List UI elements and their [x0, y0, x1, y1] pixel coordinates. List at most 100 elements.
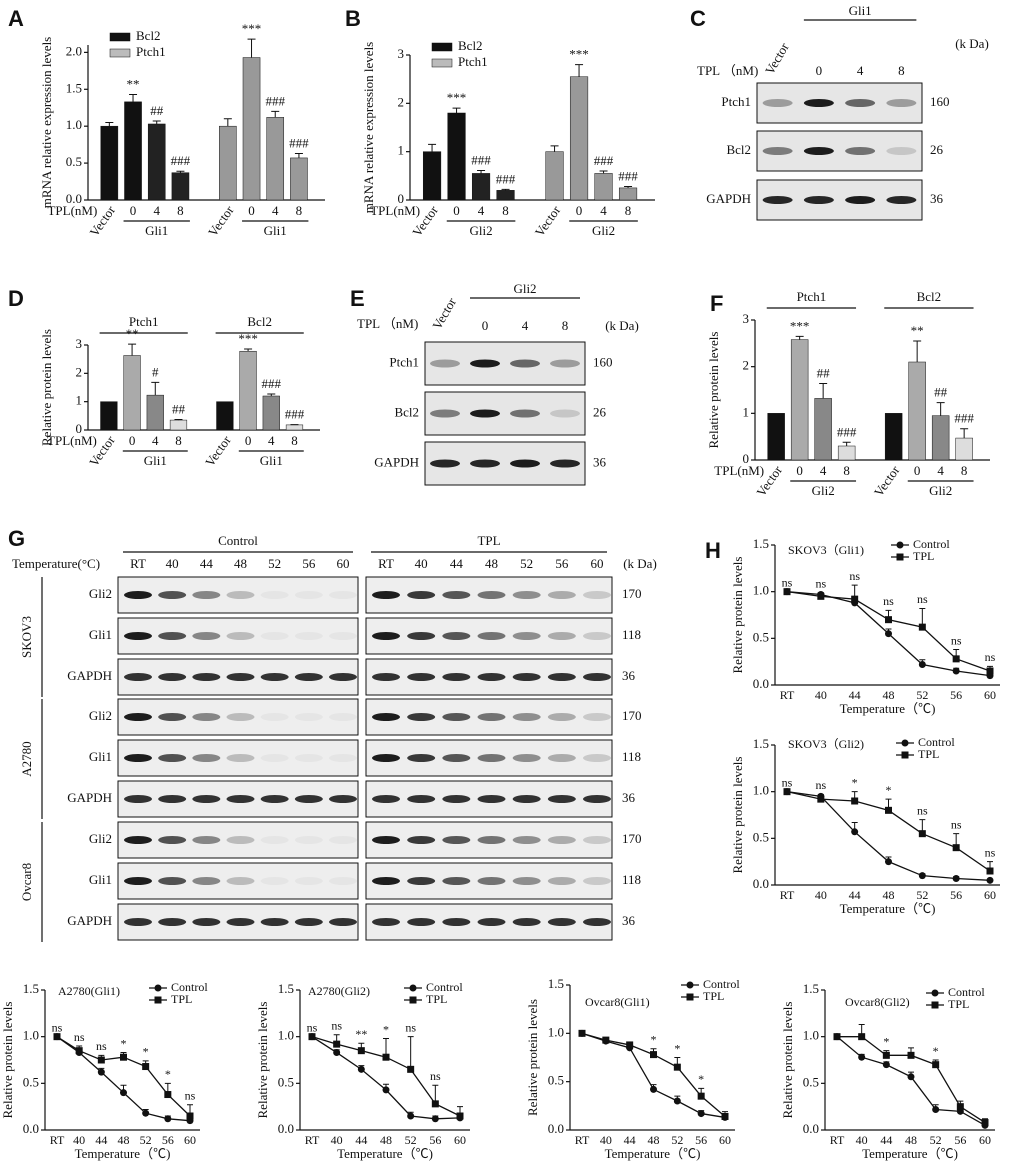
x-tick-label: 48: [118, 1133, 130, 1147]
blot-band: [407, 754, 436, 762]
x-tick-label: 52: [916, 888, 928, 902]
blot-band: [510, 459, 540, 468]
marker: [885, 858, 892, 866]
blot-band: [512, 673, 541, 681]
x-tick-label: 56: [954, 1133, 966, 1147]
treatment-label: TPL （nM): [357, 316, 418, 331]
error-bar: [176, 170, 185, 173]
x-tick-label: 60: [984, 888, 996, 902]
blot-band: [372, 713, 400, 721]
y-tick-label: 3: [398, 46, 405, 61]
error-bar: [452, 107, 461, 113]
x-tick-label: 52: [140, 1133, 152, 1147]
blot-band: [124, 632, 152, 640]
chart-title: Ovcar8(Gli1): [585, 995, 650, 1009]
blot-band: [803, 99, 834, 107]
chart-title: A2780(Gli1): [58, 984, 120, 998]
blot-band: [226, 754, 255, 762]
blot-band: [512, 918, 541, 926]
marker: [901, 751, 909, 759]
significance-label: ###: [954, 411, 974, 426]
marker: [896, 541, 904, 549]
bar: [262, 395, 280, 431]
blot-band: [407, 795, 436, 803]
lane-label: Vector: [762, 40, 792, 77]
blot-band: [294, 754, 323, 762]
marker: [409, 984, 417, 992]
blot-band: [886, 99, 917, 107]
significance-label: ns: [96, 1039, 107, 1053]
kda-label: 36: [622, 913, 636, 928]
x-tick-label: Vector: [871, 462, 903, 499]
x-tick-label: 4: [600, 203, 607, 218]
x-tick-label: 44: [849, 888, 861, 902]
marker: [931, 989, 939, 997]
x-tick-label: 48: [380, 1133, 392, 1147]
error-bar: [550, 145, 559, 152]
error-bar: [624, 185, 633, 188]
marker: [382, 1053, 390, 1061]
legend-label: Control: [426, 980, 463, 994]
significance-label: ###: [496, 171, 516, 186]
x-tick-label: RT: [780, 888, 795, 902]
marker: [75, 1047, 83, 1055]
blot-band: [886, 196, 917, 204]
lane-label: 60: [591, 556, 604, 571]
y-tick-label: 1.5: [66, 80, 82, 95]
blot-band: [762, 196, 793, 204]
significance-label: ns: [74, 1030, 85, 1044]
blot-band: [294, 713, 323, 721]
blot-band: [124, 795, 152, 803]
y-tick-label: 1.0: [548, 1024, 564, 1039]
lane-label: 40: [415, 556, 428, 571]
lane-label: 56: [555, 556, 569, 571]
lane-label: 60: [337, 556, 350, 571]
x-tick-label: 4: [268, 433, 275, 448]
x-tick-label: 0: [576, 203, 583, 218]
x-tick-label: RT: [780, 688, 795, 702]
error-bar: [267, 393, 276, 396]
bar: [100, 125, 119, 201]
blot-band: [192, 632, 221, 640]
blot-band: [583, 877, 611, 885]
significance-label: ns: [331, 1019, 342, 1033]
marker: [981, 1119, 989, 1127]
blot-band: [547, 836, 576, 844]
x-tick-label: 52: [405, 1133, 417, 1147]
x-tick-label: 56: [950, 688, 962, 702]
bar: [908, 361, 926, 461]
blot-band: [512, 877, 541, 885]
marker: [851, 797, 859, 805]
group-label: Gli1: [145, 223, 168, 238]
marker: [783, 788, 791, 796]
blot-band: [442, 918, 471, 926]
blot-band: [477, 673, 506, 681]
marker: [626, 1041, 634, 1049]
x-tick-label: 48: [648, 1133, 660, 1147]
blot-band: [124, 877, 152, 885]
blot-band: [124, 673, 152, 681]
kda-label: 36: [622, 668, 636, 683]
blot-box: [117, 698, 359, 736]
lane-label: 4: [857, 63, 864, 78]
y-tick-label: 1.5: [753, 736, 769, 751]
x-tick-label: 0: [914, 463, 921, 478]
x-tick-label: 0: [129, 433, 136, 448]
blot-band: [442, 795, 471, 803]
blot-band: [192, 713, 221, 721]
y-axis-label: mRNA relative expression levels: [39, 37, 54, 209]
blot-band: [477, 918, 506, 926]
bar: [124, 101, 142, 201]
blot-band: [583, 632, 611, 640]
marker: [986, 867, 994, 875]
marker: [918, 660, 926, 668]
marker: [142, 1109, 150, 1117]
blot-band: [845, 147, 876, 155]
y-tick-label: 0.5: [66, 154, 82, 169]
x-axis-label: Temperature（℃): [840, 701, 936, 716]
y-tick-label: 2.0: [66, 43, 82, 58]
group-label: Gli1: [144, 453, 167, 468]
marker: [154, 984, 162, 992]
lane-label: RT: [378, 556, 394, 571]
blot-band: [442, 877, 471, 885]
